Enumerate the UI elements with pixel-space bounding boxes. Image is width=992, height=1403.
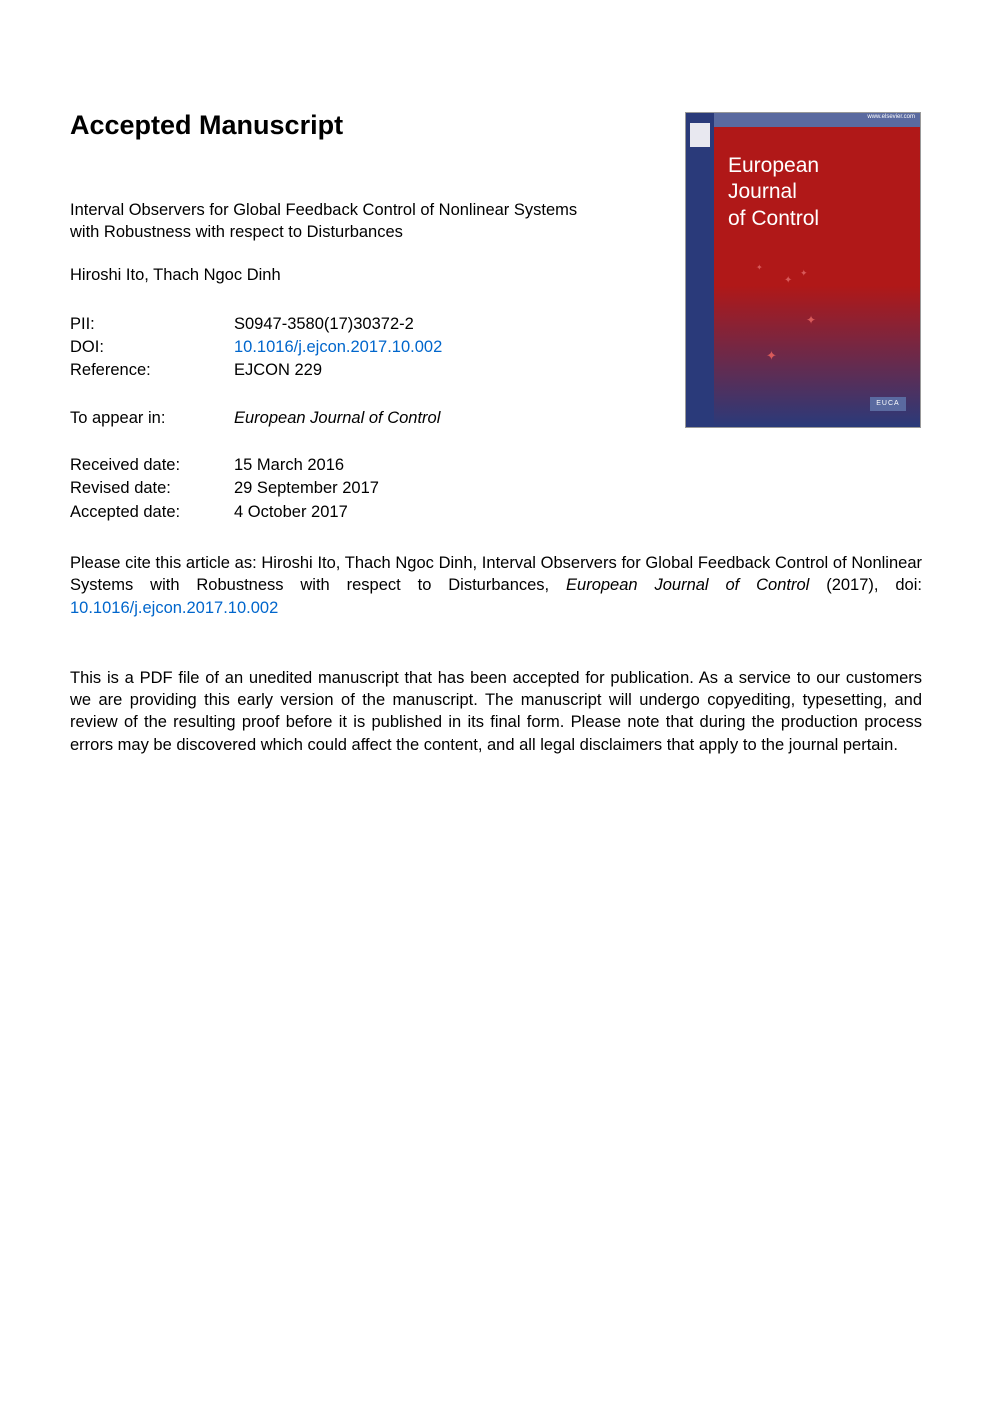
pii-label: PII:: [70, 313, 234, 336]
revised-value: 29 September 2017: [234, 477, 379, 500]
star-icon: ✦: [806, 313, 816, 327]
received-row: Received date: 15 March 2016: [70, 454, 922, 477]
received-label: Received date:: [70, 454, 234, 477]
received-value: 15 March 2016: [234, 454, 344, 477]
revised-row: Revised date: 29 September 2017: [70, 477, 922, 500]
to-appear-journal: European Journal of Control: [234, 409, 440, 428]
reference-value: EJCON 229: [234, 359, 322, 382]
pii-value: S0947-3580(17)30372-2: [234, 313, 414, 336]
to-appear-label: To appear in:: [70, 409, 234, 428]
doi-label: DOI:: [70, 336, 234, 359]
citation-doi-link[interactable]: 10.1016/j.ejcon.2017.10.002: [70, 599, 278, 617]
disclaimer-text: This is a PDF file of an unedited manusc…: [70, 667, 922, 756]
cover-title-line1: European: [728, 153, 819, 179]
accepted-value: 4 October 2017: [234, 501, 348, 524]
star-icon: ✦: [756, 263, 763, 272]
cover-spine: [686, 113, 714, 427]
star-icon: ✦: [800, 268, 808, 279]
citation-year: (2017), doi:: [809, 576, 922, 594]
elsevier-logo-icon: [690, 123, 710, 147]
accepted-label: Accepted date:: [70, 501, 234, 524]
reference-label: Reference:: [70, 359, 234, 382]
doi-link[interactable]: 10.1016/j.ejcon.2017.10.002: [234, 336, 442, 359]
star-icon: ✦: [766, 348, 777, 364]
cover-title-line3: of Control: [728, 206, 819, 232]
cover-top-strip: www.elsevier.com: [714, 113, 920, 127]
cover-title-line2: Journal: [728, 179, 819, 205]
euca-badge: EUCA: [870, 397, 906, 411]
citation-block: Please cite this article as: Hiroshi Ito…: [70, 552, 922, 619]
citation-journal: European Journal of Control: [566, 576, 809, 594]
journal-cover: www.elsevier.com European Journal of Con…: [685, 112, 921, 428]
star-icon: ✦: [784, 275, 792, 286]
revised-label: Revised date:: [70, 477, 234, 500]
cover-journal-title: European Journal of Control: [728, 153, 819, 232]
cover-website: www.elsevier.com: [867, 114, 915, 120]
article-title: Interval Observers for Global Feedback C…: [70, 199, 610, 244]
accepted-row: Accepted date: 4 October 2017: [70, 501, 922, 524]
dates-table: Received date: 15 March 2016 Revised dat…: [70, 454, 922, 524]
